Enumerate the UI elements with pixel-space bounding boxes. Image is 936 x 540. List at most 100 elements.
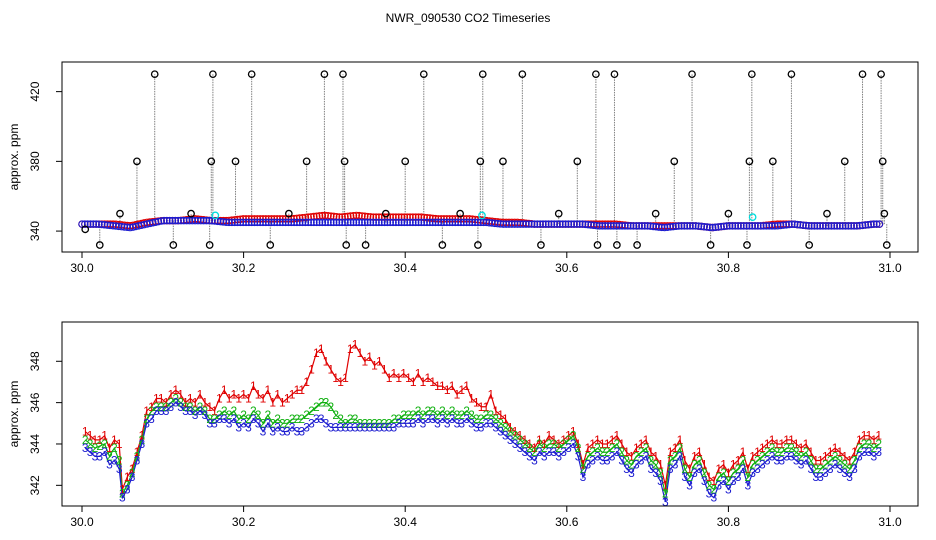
top-outlier-marker (499, 157, 507, 166)
series-2-glyph: 2 (264, 408, 271, 422)
series-3-glyph: 3 (332, 420, 339, 434)
series-1-glyph: 1 (749, 449, 756, 463)
series-3-glyph: 3 (517, 441, 524, 455)
series-3-glyph: 3 (82, 441, 89, 455)
top-blue-marker (120, 223, 129, 231)
top-blue-marker (505, 220, 513, 228)
top-blue-marker (202, 216, 211, 225)
top-blue-marker (539, 220, 547, 228)
top-blue-marker (324, 218, 332, 227)
top-blue-marker (437, 218, 445, 227)
series-1-glyph: 1 (657, 458, 664, 472)
top-blue-marker (793, 220, 802, 229)
series-3-glyph: 3 (318, 412, 325, 426)
top-blue-marker (717, 222, 725, 231)
series-1-glyph: 1 (691, 449, 698, 463)
series-3-glyph: 3 (546, 445, 553, 459)
series-3-glyph: 3 (686, 478, 693, 492)
series-2-glyph: 2 (231, 404, 238, 418)
series-1-glyph: 1 (366, 350, 373, 364)
series-3-glyph: 3 (260, 425, 267, 439)
series-3-glyph: 3 (827, 462, 834, 476)
series-1-glyph: 1 (391, 367, 398, 381)
series-3-glyph: 3 (623, 462, 630, 476)
series-2-glyph: 2 (580, 462, 587, 476)
series-3-glyph: 3 (832, 458, 839, 472)
top-outlier-marker (518, 70, 527, 79)
series-2-glyph: 2 (138, 433, 145, 447)
top-outlier-marker (339, 70, 347, 79)
series-3-glyph: 3 (391, 420, 398, 434)
series-3-glyph: 3 (531, 454, 538, 468)
top-blue-marker (264, 218, 273, 227)
top-blue-marker (474, 218, 482, 227)
series-2-glyph: 2 (517, 433, 524, 447)
series-2-glyph: 2 (866, 437, 873, 451)
series-3-glyph: 3 (269, 425, 276, 439)
series-1-glyph: 1 (652, 449, 659, 463)
top-blue-marker (601, 222, 609, 230)
series-3-glyph: 3 (754, 462, 761, 476)
series-3-glyph: 3 (197, 404, 204, 418)
top-blue-marker (762, 222, 771, 230)
series-1-glyph: 1 (216, 391, 223, 405)
series-1-glyph: 1 (681, 454, 688, 468)
series-1-glyph: 1 (837, 445, 844, 459)
top-outlier-marker (266, 241, 275, 249)
series-2-glyph: 2 (623, 454, 630, 468)
series-1-glyph: 1 (618, 437, 625, 451)
series-2-glyph: 2 (817, 462, 824, 476)
top-outlier-marker (823, 209, 831, 218)
series-3-glyph: 3 (647, 462, 654, 476)
series-2-glyph: 2 (483, 408, 490, 422)
top-blue-marker (434, 218, 443, 227)
top-blue-marker (488, 219, 496, 227)
series-3-glyph: 3 (357, 420, 364, 434)
series-3-glyph: 3 (96, 449, 103, 463)
top-blue-marker (875, 220, 884, 228)
top-blue-marker (423, 218, 431, 227)
series-2-glyph: 2 (226, 408, 233, 422)
series-3-glyph: 3 (861, 445, 868, 459)
series-1-glyph: 1 (584, 441, 591, 455)
top-blue-marker (542, 220, 550, 228)
top-blue-marker (485, 218, 493, 227)
series-1-glyph: 1 (526, 437, 533, 451)
bottom-x-tick-label: 30.0 (70, 515, 94, 529)
top-blue-marker (431, 218, 440, 227)
series-1-glyph: 1 (279, 396, 286, 410)
series-3-glyph: 3 (599, 454, 606, 468)
top-blue-marker (171, 216, 180, 225)
top-blue-marker (686, 222, 694, 230)
series-1-glyph: 1 (332, 371, 339, 385)
top-blue-marker (516, 220, 525, 228)
top-blue-marker (578, 220, 587, 228)
series-2-glyph: 2 (875, 437, 882, 451)
series-3-glyph: 3 (323, 416, 330, 430)
series-3-glyph: 3 (87, 445, 94, 459)
series-3-glyph: 3 (405, 416, 412, 430)
top-outlier-marker (476, 157, 485, 166)
top-blue-marker (680, 222, 689, 230)
series-2-glyph: 2 (851, 454, 858, 468)
series-2-glyph: 2 (686, 470, 693, 484)
series-2-glyph: 2 (197, 400, 204, 414)
series-1-glyph: 1 (211, 404, 218, 418)
top-blue-marker (598, 222, 607, 230)
top-blue-marker (864, 220, 872, 229)
top-blue-marker (587, 221, 595, 229)
top-blue-marker (180, 216, 188, 225)
top-blue-marker (706, 223, 714, 232)
top-outlier-marker (593, 241, 602, 249)
top-blue-marker (194, 216, 202, 225)
series-1-glyph: 1 (303, 375, 310, 389)
series-1-glyph: 1 (788, 433, 795, 447)
series-3-glyph: 3 (274, 420, 281, 434)
series-2-glyph: 2 (473, 412, 480, 426)
top-blue-marker (131, 222, 140, 231)
series-2-glyph: 2 (803, 445, 810, 459)
series-3-glyph: 3 (657, 474, 664, 488)
top-blue-marker (838, 222, 847, 230)
series-2-glyph: 2 (308, 404, 315, 418)
series-3-glyph: 3 (216, 412, 223, 426)
